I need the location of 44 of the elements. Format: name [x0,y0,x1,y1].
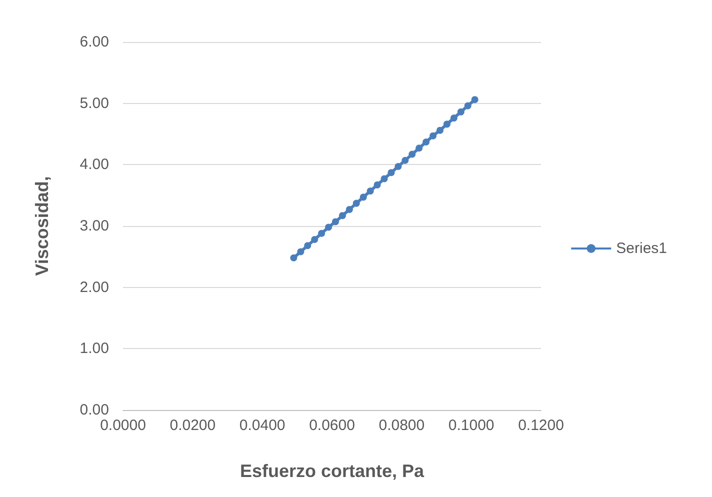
point [408,150,416,158]
point [297,248,304,256]
point [436,126,444,134]
point [430,132,437,140]
x-tick-label: 0.0600 [309,417,355,434]
point [346,206,353,213]
point [325,224,332,231]
x-tick-label: 0.0800 [378,417,425,434]
y-tick-label: 6.00 [80,34,109,50]
point [450,114,458,122]
point [402,156,409,164]
point [318,230,326,237]
point [464,102,472,110]
point [380,175,388,182]
point [360,194,367,201]
y-axis-title: Viscosidad, [32,176,52,276]
point [471,96,478,104]
point [304,242,312,250]
y-tick-label: 2.00 [80,278,109,296]
y-tick-label: 4.00 [80,156,109,174]
point [374,181,381,188]
y-tick-label: 5.00 [80,94,109,112]
point [388,169,395,176]
x-tick-label: 0.1000 [448,417,494,434]
x-axis-title: Esfuerzo cortante, Pa [240,461,426,481]
point [457,108,464,116]
y-tick-label: 0.00 [80,402,109,418]
point [338,212,346,220]
point [290,254,298,262]
point [352,200,360,207]
legend-label: Series1 [616,240,667,257]
x-tick-label: 0.0000 [100,417,146,434]
y-tick-label: 1.00 [80,340,109,358]
point [443,120,450,128]
point [332,218,339,226]
point [422,138,430,146]
x-tick-label: 0.0200 [170,417,216,434]
point [311,236,318,243]
point [394,163,402,170]
x-tick-label: 0.0400 [239,417,286,434]
x-tick-label: 0.1200 [518,417,564,434]
y-tick-label: 3.00 [80,218,109,234]
point [366,188,374,195]
point [416,144,423,152]
